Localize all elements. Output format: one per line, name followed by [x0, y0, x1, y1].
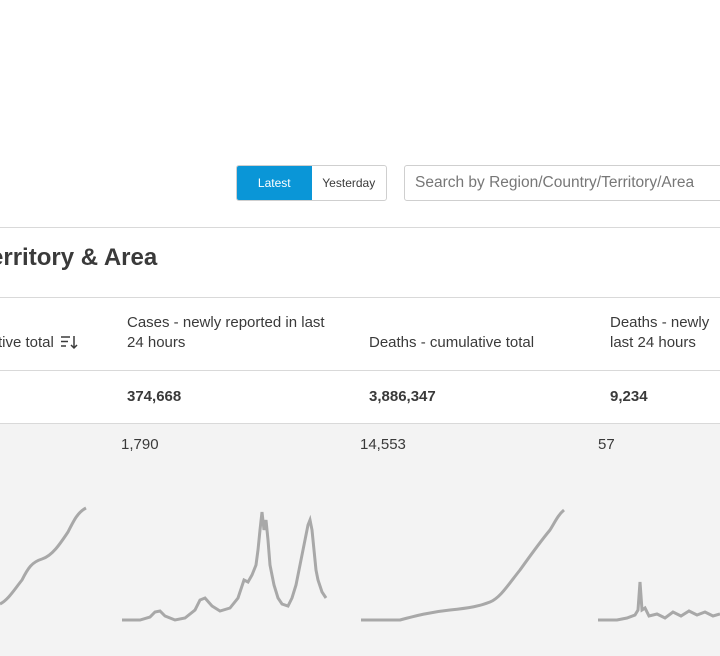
row-value-cases-new: 1,790: [121, 436, 159, 453]
row-value-deaths-new: 57: [598, 436, 615, 453]
global-row: [0, 424, 720, 656]
sparkline-deaths-new: [598, 581, 720, 622]
total-deaths-cumulative: 3,886,347: [369, 388, 436, 405]
column-header-line: Deaths - newly: [610, 314, 710, 331]
sparkline-cases-cumulative: [0, 506, 87, 606]
column-header-line: last 24 hours: [610, 334, 696, 351]
latest-button[interactable]: Latest: [237, 166, 312, 200]
column-header-cases-new[interactable]: Cases - newly reported in last 24 hours: [127, 314, 325, 351]
column-header-deaths-cumulative[interactable]: Deaths - cumulative total: [369, 334, 535, 351]
divider: [0, 297, 720, 298]
column-header-deaths-new[interactable]: Deaths - newly last 24 hours: [610, 313, 720, 353]
search-input[interactable]: [404, 165, 720, 201]
divider: [0, 227, 720, 228]
period-toggle: Latest Yesterday: [236, 165, 387, 201]
total-cases-new: 374,668: [127, 388, 182, 405]
sparkline-cases-new: [122, 511, 328, 622]
row-value-deaths-cumulative: 14,553: [360, 436, 406, 453]
divider: [0, 423, 720, 424]
divider: [0, 370, 720, 371]
column-header-cases-cumulative[interactable]: tive total: [0, 333, 78, 356]
table-title: erritory & Area: [0, 244, 158, 271]
yesterday-button[interactable]: Yesterday: [322, 176, 376, 190]
sparkline-deaths-cumulative: [361, 508, 566, 622]
sort-descending-icon[interactable]: [60, 334, 78, 356]
total-deaths-new: 9,234: [610, 388, 648, 405]
